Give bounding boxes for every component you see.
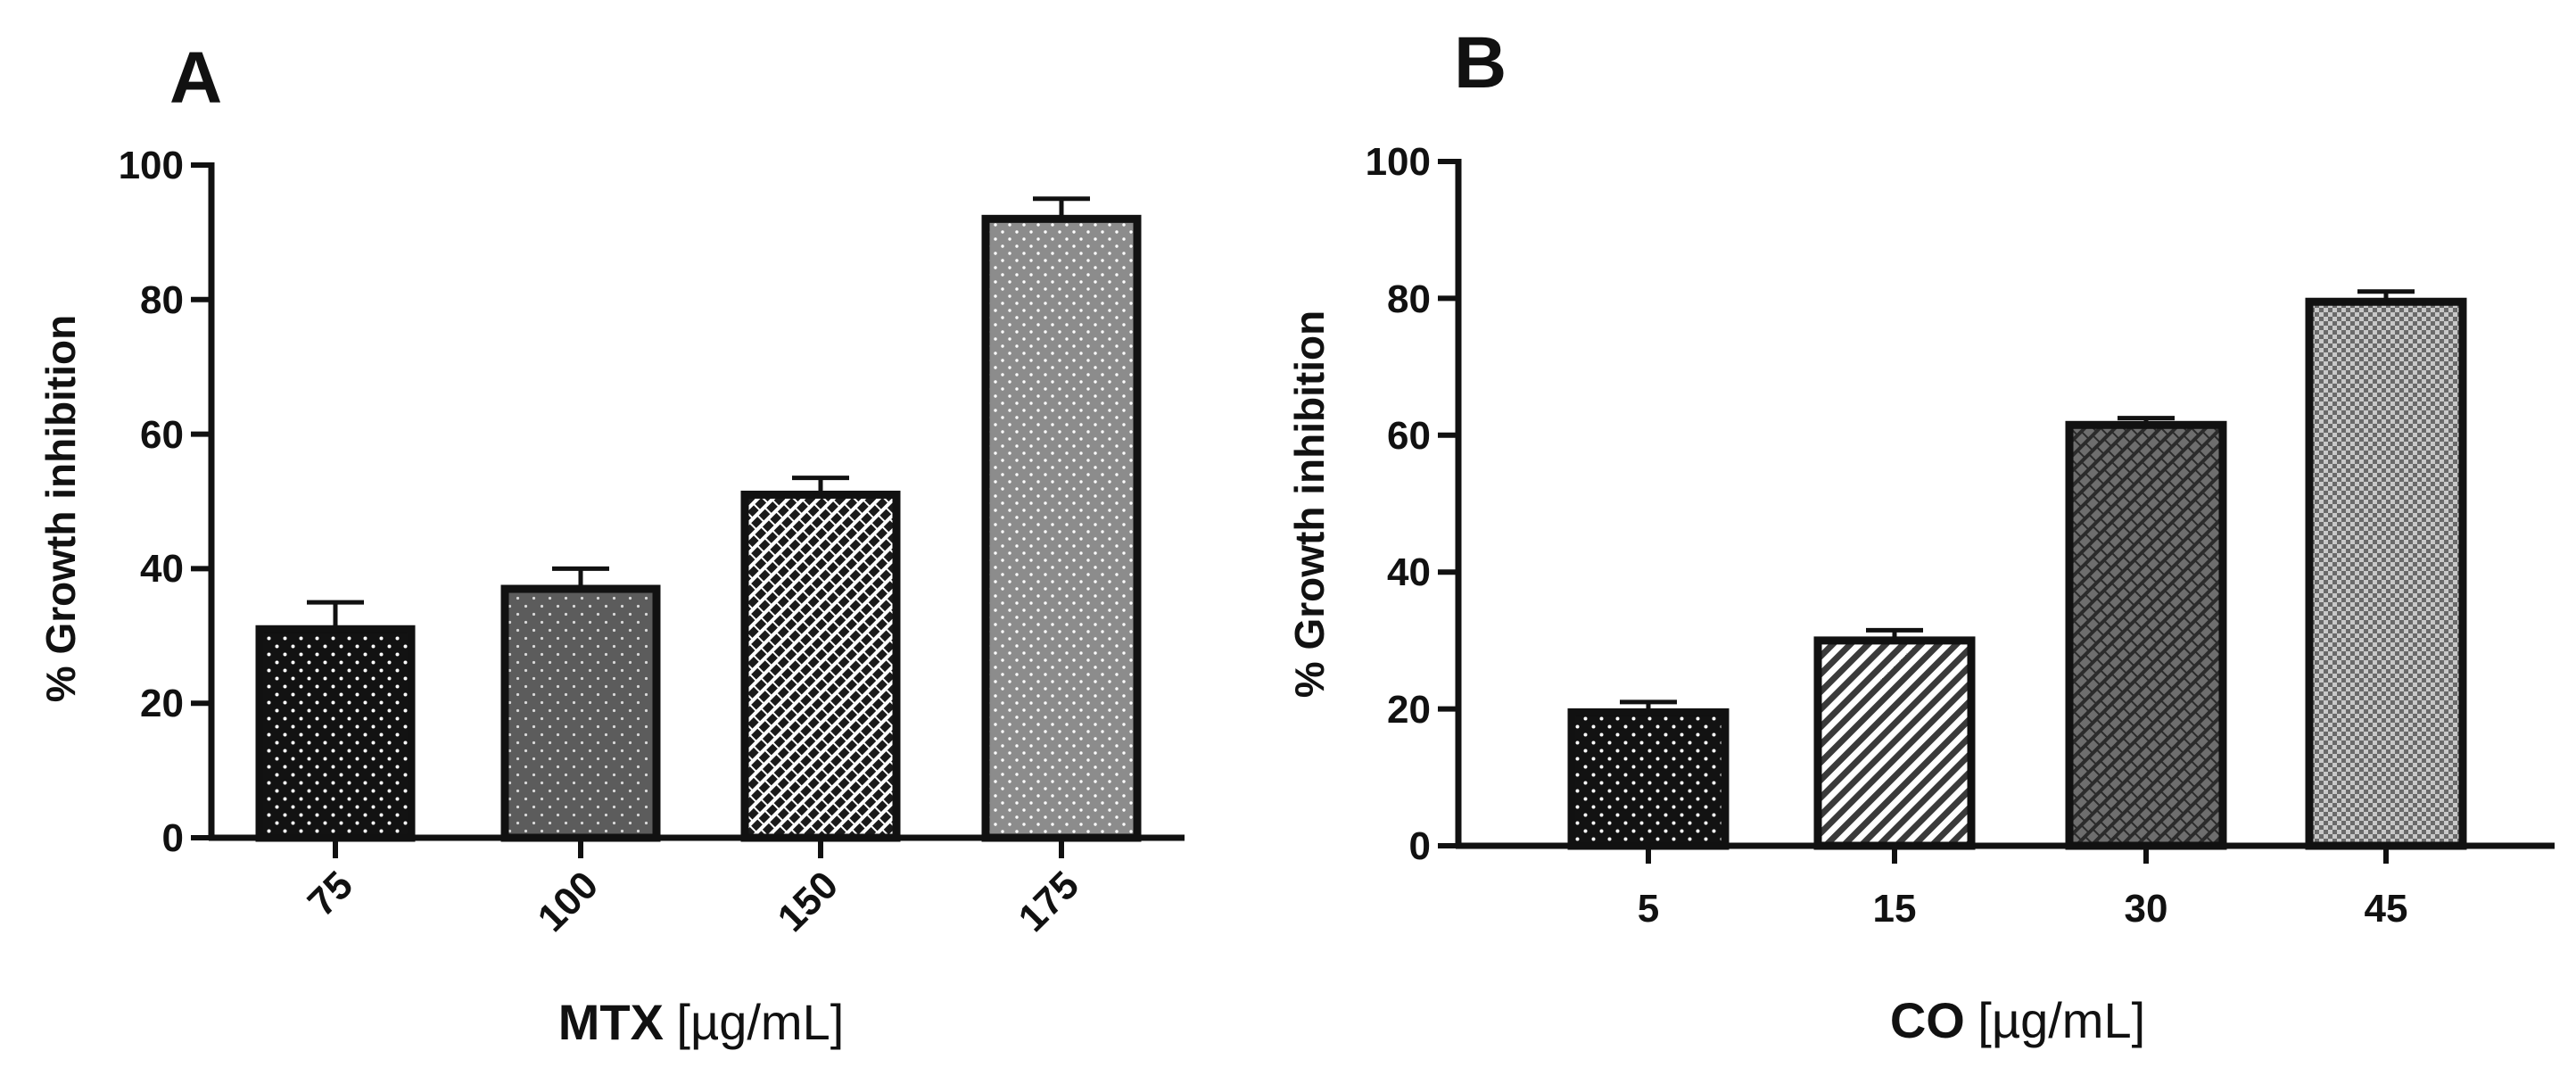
bar-30	[2065, 420, 2227, 850]
x-axis-label-main: CO	[1890, 992, 1965, 1048]
y-tick-label: 60	[140, 413, 184, 457]
x-ticks: 75 100 150 175	[300, 838, 1087, 940]
y-ticks: 100 80 60 40 20 0	[119, 144, 211, 860]
y-tick-label: 100	[1366, 140, 1431, 184]
bar-175	[981, 214, 1142, 842]
x-tick-label: 175	[1011, 863, 1088, 940]
bar-75	[255, 625, 416, 842]
x-tick-label: 150	[770, 863, 847, 940]
y-tick-label: 40	[140, 547, 184, 591]
x-tick-label: 30	[2125, 887, 2168, 931]
y-axis-label: % Growth inhibition	[1286, 310, 1333, 698]
y-tick-label: 20	[1387, 688, 1431, 732]
bar-100	[500, 584, 661, 842]
y-tick-label: 80	[1387, 277, 1431, 321]
panel-b: B % Growth inhibition 100 80 60 40 20 0 …	[1286, 22, 2555, 1048]
x-axis-label: MTX [µg/mL]	[558, 994, 845, 1050]
x-ticks: 5 15 30 45	[1638, 846, 2408, 931]
bars-a	[255, 196, 1142, 842]
y-tick-label: 20	[140, 682, 184, 725]
y-tick-label: 40	[1387, 550, 1431, 594]
y-tick-label: 60	[1387, 414, 1431, 458]
x-axis-label-unit: [µg/mL]	[1977, 992, 2145, 1048]
x-tick-label: 100	[530, 863, 607, 940]
panel-letter: B	[1454, 22, 1507, 103]
bars-b	[1567, 289, 2467, 850]
error-bar	[307, 600, 364, 630]
panel-a: A % Growth inhibition 100 80 60 40 20 0 …	[37, 37, 1185, 1050]
y-tick-label: 0	[162, 816, 184, 860]
bar-5	[1567, 707, 1730, 850]
x-axis-label: CO [µg/mL]	[1890, 992, 2145, 1048]
y-ticks: 100 80 60 40 20 0	[1366, 140, 1458, 868]
y-tick-label: 80	[140, 278, 184, 322]
y-tick-label: 100	[119, 144, 184, 187]
bar-45	[2305, 297, 2467, 850]
x-tick-label: 75	[300, 863, 361, 924]
panel-letter: A	[169, 37, 222, 119]
x-axis-label-unit: [µg/mL]	[676, 994, 844, 1050]
y-tick-label: 0	[1409, 824, 1431, 868]
x-tick-label: 5	[1638, 887, 1659, 931]
x-tick-label: 45	[2365, 887, 2408, 931]
bar-150	[740, 490, 901, 842]
x-axis-label-main: MTX	[558, 994, 664, 1050]
y-axis-label: % Growth inhibition	[37, 315, 84, 702]
x-tick-label: 15	[1873, 887, 1917, 931]
bar-15	[1813, 636, 1976, 850]
